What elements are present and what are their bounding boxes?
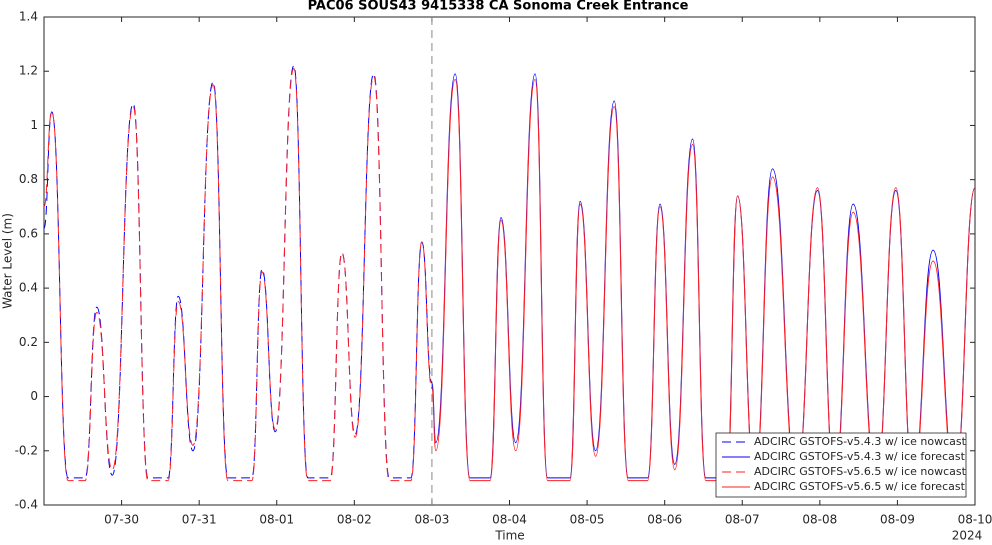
y-tick-label: 0.8: [19, 172, 38, 186]
y-tick-label: 1.2: [19, 64, 38, 78]
y-tick-label: 0.2: [19, 335, 38, 349]
y-tick-label: 0: [30, 389, 38, 403]
x-tick-label: 08-03: [414, 513, 449, 527]
x-tick-label: 08-05: [570, 513, 605, 527]
legend-label: ADCIRC GSTOFS-v5.6.5 w/ ice nowcast: [754, 465, 967, 478]
x-tick-label: 08-08: [802, 513, 837, 527]
x-axis-label: Time: [494, 529, 524, 542]
y-tick-label: 0.6: [19, 226, 38, 240]
legend-label: ADCIRC GSTOFS-v5.6.5 w/ ice forecast: [754, 480, 966, 493]
x-tick-label: 08-02: [337, 513, 372, 527]
y-tick-label: -0.4: [15, 498, 38, 512]
legend-label: ADCIRC GSTOFS-v5.4.3 w/ ice nowcast: [754, 435, 967, 448]
legend-box: [715, 432, 967, 498]
x-tick-label: 08-07: [725, 513, 760, 527]
y-tick-label: 1.4: [19, 10, 38, 24]
x-annotation: 2024: [952, 529, 983, 542]
legend-label: ADCIRC GSTOFS-v5.4.3 w/ ice forecast: [754, 450, 966, 463]
y-tick-label: 1: [30, 118, 38, 132]
y-axis-label: Water Level (m): [1, 213, 15, 309]
x-tick-label: 08-10: [958, 513, 992, 527]
y-tick-label: -0.2: [15, 443, 38, 457]
x-tick-label: 08-01: [259, 513, 294, 527]
x-tick-label: 07-30: [104, 513, 139, 527]
x-tick-label: 07-31: [182, 513, 217, 527]
x-tick-label: 08-04: [492, 513, 527, 527]
y-tick-label: 0.4: [19, 281, 38, 295]
chart-title: PAC06 SOUS43 9415338 CA Sonoma Creek Ent…: [308, 0, 689, 14]
x-tick-label: 08-09: [880, 513, 915, 527]
x-tick-label: 08-06: [647, 513, 682, 527]
